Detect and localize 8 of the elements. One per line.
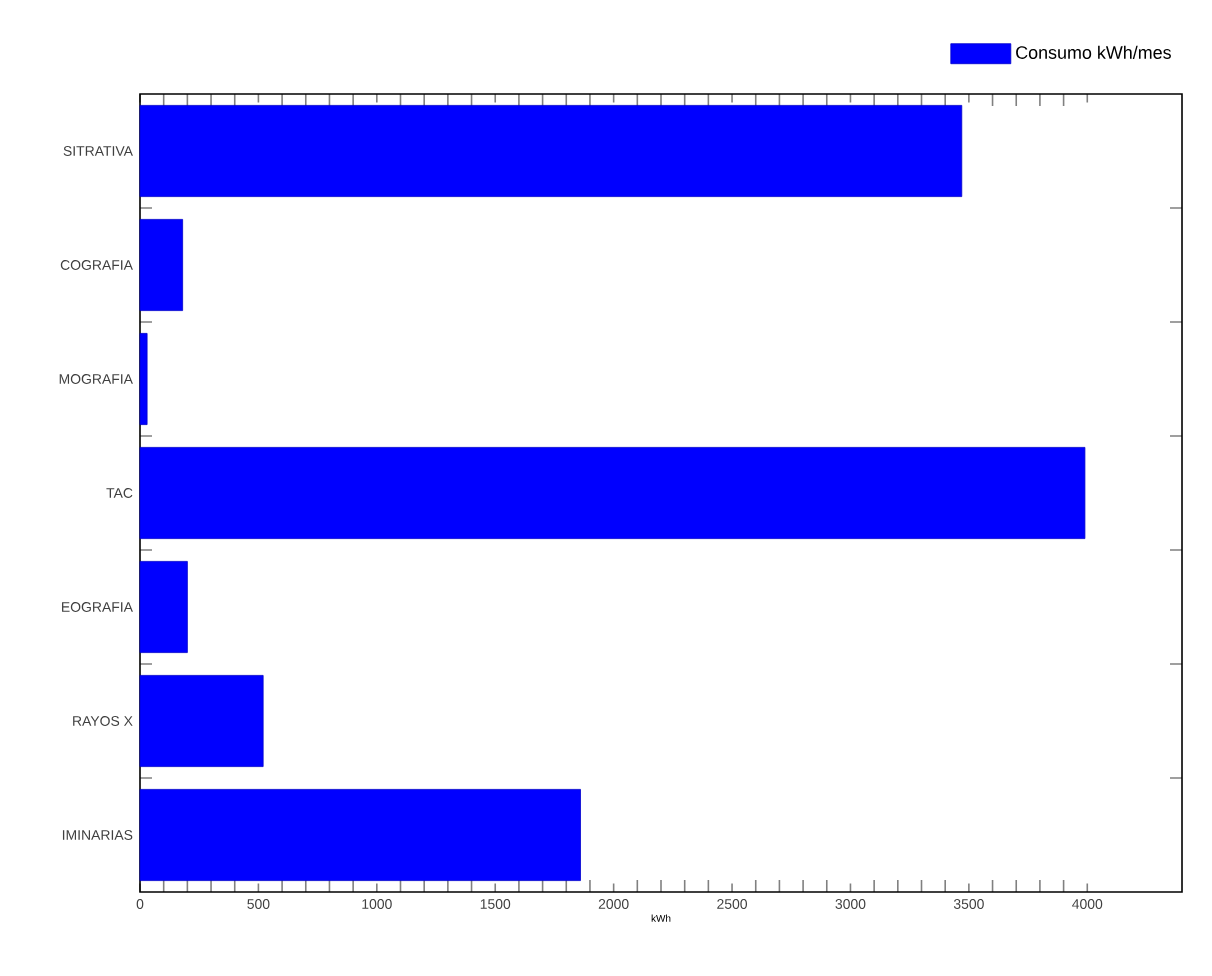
- bar: [139, 561, 188, 653]
- bar: [139, 333, 148, 425]
- legend-label: Consumo kWh/mes: [1016, 45, 1171, 59]
- bar: [139, 675, 264, 767]
- bar: [139, 789, 581, 881]
- bar: [139, 105, 963, 197]
- bar: [139, 219, 184, 311]
- bar: [139, 447, 1086, 539]
